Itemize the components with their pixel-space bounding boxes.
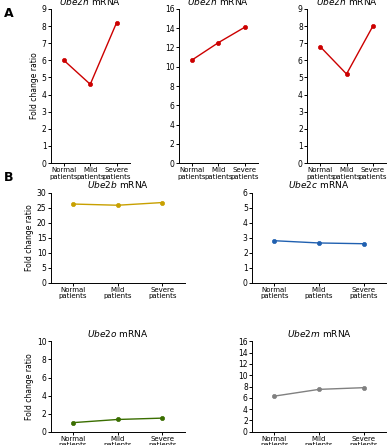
Text: A: A: [4, 7, 14, 20]
Y-axis label: Fold change ratio: Fold change ratio: [25, 353, 34, 420]
Text: B: B: [4, 171, 13, 184]
Y-axis label: Fold change ratio: Fold change ratio: [30, 53, 39, 119]
Title: $\mathit{Ube2h}$ mRNA: $\mathit{Ube2h}$ mRNA: [316, 0, 378, 7]
Text: $(\times10^{-1})$: $(\times10^{-1})$: [303, 0, 332, 1]
Title: $\mathit{Ube2c}$ mRNA: $\mathit{Ube2c}$ mRNA: [289, 179, 349, 190]
Title: $\mathit{Ube2o}$ mRNA: $\mathit{Ube2o}$ mRNA: [87, 328, 149, 339]
Title: $\mathit{Ube2h}$ mRNA: $\mathit{Ube2h}$ mRNA: [188, 0, 249, 7]
Y-axis label: Fold change ratio: Fold change ratio: [25, 204, 34, 271]
Title: $\mathit{Ube2m}$ mRNA: $\mathit{Ube2m}$ mRNA: [287, 328, 351, 339]
Title: $\mathit{Ube2h}$ mRNA: $\mathit{Ube2h}$ mRNA: [59, 0, 121, 7]
Title: $\mathit{Ube2b}$ mRNA: $\mathit{Ube2b}$ mRNA: [87, 179, 149, 190]
